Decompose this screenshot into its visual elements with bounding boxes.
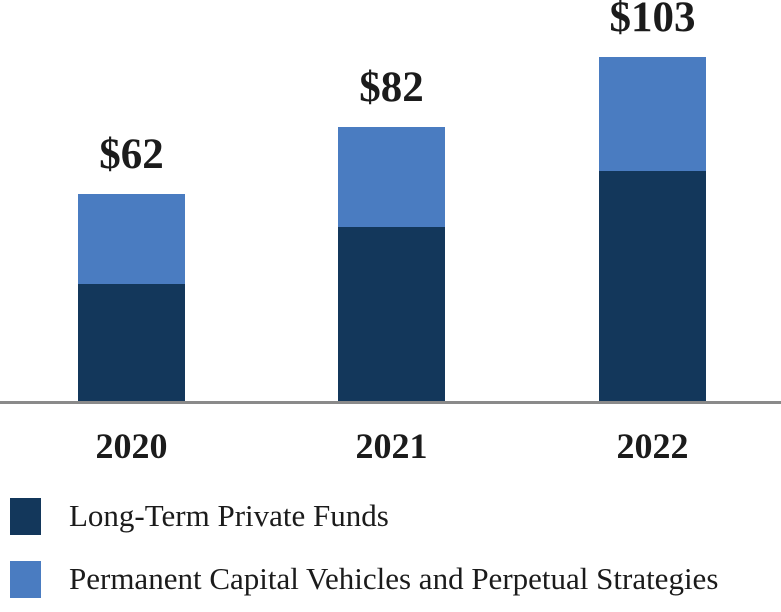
segment-permanent-capital-vehicles [78, 194, 185, 284]
legend-swatch-dark-blue [10, 497, 41, 535]
segment-permanent-capital-vehicles [338, 127, 445, 227]
legend: Long-Term Private Funds Permanent Capita… [10, 497, 718, 598]
bar-total-label: $103 [609, 0, 696, 41]
legend-item-long-term-private-funds: Long-Term Private Funds [10, 497, 718, 535]
bar-total-label: $62 [99, 131, 164, 178]
legend-item-permanent-capital-vehicles: Permanent Capital Vehicles and Perpetual… [10, 560, 718, 598]
x-axis-tick-label: 2020 [95, 426, 168, 466]
x-axis-tick-label: 2021 [355, 426, 428, 466]
bar-total-label: $82 [359, 64, 424, 111]
x-axis-tick-label: 2022 [616, 426, 689, 466]
legend-label: Long-Term Private Funds [69, 498, 389, 533]
segment-permanent-capital-vehicles [599, 57, 706, 171]
bar-2022 [599, 57, 706, 401]
segment-long-term-private-funds [338, 227, 445, 401]
segment-long-term-private-funds [78, 284, 185, 401]
bar-2021 [338, 127, 445, 401]
x-axis-line [0, 401, 781, 404]
segment-long-term-private-funds [599, 171, 706, 401]
legend-swatch-light-blue [10, 560, 41, 598]
bar-2020 [78, 194, 185, 401]
legend-label: Permanent Capital Vehicles and Perpetual… [69, 561, 719, 596]
